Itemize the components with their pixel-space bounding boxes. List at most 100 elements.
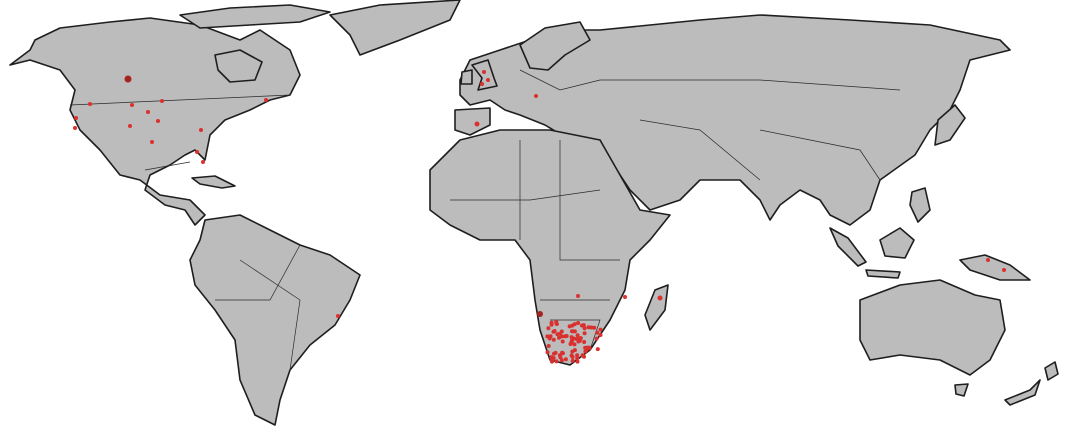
location-dot bbox=[589, 325, 594, 330]
ireland bbox=[460, 69, 473, 85]
location-dot bbox=[550, 359, 554, 364]
location-dot bbox=[551, 337, 556, 342]
location-dot bbox=[579, 323, 584, 328]
location-dot bbox=[146, 110, 150, 114]
australia bbox=[859, 279, 1006, 376]
cuba bbox=[191, 175, 236, 189]
arctic-islands bbox=[179, 4, 331, 29]
philippines bbox=[909, 187, 931, 223]
location-dot bbox=[560, 334, 564, 339]
location-dot bbox=[480, 82, 484, 86]
location-dot bbox=[88, 102, 92, 106]
location-dot bbox=[545, 350, 550, 355]
new-guinea bbox=[959, 254, 1031, 281]
location-dot bbox=[571, 329, 576, 334]
new-zealand bbox=[1004, 379, 1041, 406]
hudson-bay-island bbox=[214, 49, 263, 83]
location-dot bbox=[545, 334, 550, 339]
location-dot bbox=[570, 358, 575, 363]
south-america bbox=[189, 214, 361, 426]
location-dot bbox=[585, 345, 590, 350]
location-dot bbox=[580, 353, 585, 358]
location-dot bbox=[572, 322, 577, 327]
location-dot bbox=[201, 160, 205, 164]
location-dot bbox=[555, 332, 560, 337]
location-dot bbox=[195, 150, 199, 154]
location-dot bbox=[554, 359, 559, 364]
location-dot bbox=[1002, 268, 1006, 272]
location-dot bbox=[570, 354, 575, 359]
location-dot bbox=[569, 335, 574, 340]
location-dot bbox=[594, 336, 599, 341]
location-dot bbox=[657, 295, 663, 301]
location-dot bbox=[124, 75, 132, 83]
location-dot bbox=[74, 116, 78, 120]
africa bbox=[429, 129, 671, 366]
borders bbox=[69, 69, 901, 371]
location-dot bbox=[576, 294, 580, 298]
location-dot bbox=[595, 330, 600, 335]
location-dot bbox=[563, 334, 568, 339]
tasmania bbox=[954, 383, 969, 397]
scandinavia bbox=[519, 21, 591, 71]
location-dot bbox=[575, 353, 580, 358]
location-dot bbox=[598, 327, 603, 332]
location-dot bbox=[486, 78, 490, 82]
borneo bbox=[879, 227, 915, 259]
greenland bbox=[329, 0, 461, 56]
location-dot bbox=[582, 326, 587, 331]
location-dot bbox=[598, 333, 603, 337]
location-dot bbox=[128, 124, 132, 128]
location-dot bbox=[336, 314, 340, 318]
location-dot bbox=[592, 325, 597, 330]
location-dot bbox=[537, 311, 543, 317]
location-dot bbox=[482, 70, 486, 74]
location-dot bbox=[199, 128, 203, 132]
location-dot bbox=[160, 99, 164, 103]
location-dot bbox=[563, 357, 568, 362]
sumatra bbox=[829, 227, 867, 267]
location-dot bbox=[73, 126, 77, 130]
location-dot bbox=[575, 356, 580, 361]
location-dot bbox=[582, 340, 587, 344]
location-dot bbox=[557, 335, 561, 340]
location-dot bbox=[130, 103, 134, 107]
location-dot bbox=[474, 121, 480, 127]
new-zealand-north bbox=[1044, 361, 1059, 381]
location-dot bbox=[623, 295, 627, 299]
location-dot bbox=[552, 329, 557, 333]
location-dot bbox=[582, 331, 587, 336]
location-dot bbox=[554, 320, 559, 324]
location-dot bbox=[150, 140, 154, 144]
location-dot bbox=[546, 344, 551, 348]
japan bbox=[934, 104, 966, 146]
locations bbox=[73, 70, 1006, 364]
location-dot bbox=[576, 321, 581, 325]
location-dot bbox=[559, 358, 564, 363]
location-dot bbox=[560, 339, 565, 344]
location-dot bbox=[552, 351, 556, 356]
location-dot bbox=[548, 334, 553, 339]
location-dot bbox=[264, 98, 268, 102]
location-dot bbox=[577, 338, 582, 343]
location-dot bbox=[557, 353, 562, 358]
location-dot bbox=[546, 326, 551, 331]
location-dot bbox=[567, 324, 572, 329]
location-dot bbox=[575, 359, 580, 364]
location-dot bbox=[572, 342, 577, 347]
great-britain bbox=[471, 59, 498, 91]
location-dot bbox=[574, 336, 579, 341]
location-dot bbox=[156, 119, 160, 123]
location-dot bbox=[572, 348, 577, 353]
location-dot bbox=[595, 347, 600, 352]
location-dot bbox=[534, 94, 538, 98]
location-dot bbox=[551, 356, 556, 360]
location-dot bbox=[549, 322, 554, 327]
java bbox=[865, 269, 901, 279]
madagascar bbox=[644, 284, 669, 331]
location-dot bbox=[986, 258, 990, 262]
location-dot bbox=[575, 333, 580, 338]
iberia bbox=[454, 107, 491, 136]
